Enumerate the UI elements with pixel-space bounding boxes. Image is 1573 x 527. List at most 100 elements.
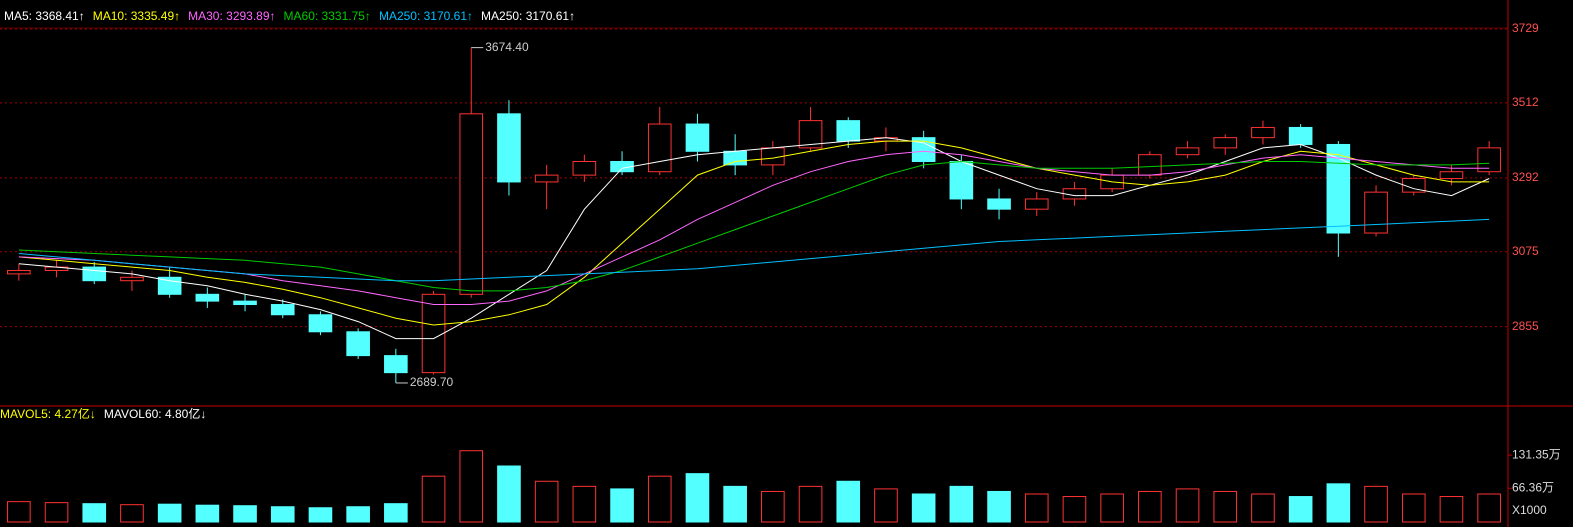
legend-entry: MA30: 3293.89↑: [188, 9, 275, 23]
candle-body: [497, 113, 521, 183]
y-tick-label: 131.35万: [1512, 447, 1561, 461]
volume-bar: [761, 490, 785, 523]
y-tick-label: 2855: [1512, 319, 1539, 333]
candle-body: [572, 160, 597, 176]
volume-bar: [572, 485, 597, 523]
volume-bar: [1100, 493, 1124, 523]
volume-bar: [1439, 496, 1464, 523]
candle-body: [459, 113, 484, 295]
y-tick-label: 3729: [1512, 21, 1539, 35]
candle-body: [798, 120, 823, 149]
candle-body: [1138, 154, 1162, 176]
volume-bar: [1326, 483, 1351, 523]
volume-bar: [1401, 493, 1426, 523]
ma-line: [18, 137, 1490, 340]
candle-body: [7, 269, 31, 275]
y-tick-label: 3512: [1512, 95, 1539, 109]
volume-bar: [1288, 496, 1313, 523]
candle-body: [647, 123, 672, 173]
volume-bar: [1138, 490, 1162, 523]
volume-bar: [308, 507, 333, 523]
candle-body: [1175, 147, 1200, 156]
volume-bar: [7, 501, 31, 523]
volume-bar: [685, 473, 710, 523]
volume-bar: [384, 503, 408, 523]
volume-bar: [346, 506, 370, 523]
candle-body: [1477, 147, 1501, 173]
candle-body: [270, 304, 295, 316]
legend-entry: MA10: 3335.49↑: [93, 9, 180, 23]
candle-body: [384, 355, 408, 374]
unit-note: X1000: [1512, 503, 1547, 517]
volume-bar: [82, 503, 107, 523]
candle-body: [157, 276, 182, 295]
candle-body: [1326, 143, 1351, 234]
candle-body: [421, 293, 446, 374]
legend-entry: MAVOL5: 4.27亿↓: [0, 406, 96, 421]
legend-entry: MAVOL60: 4.80亿↓: [104, 406, 207, 421]
candle-body: [534, 174, 559, 183]
candle-body: [1288, 126, 1313, 145]
ma-line: [18, 150, 1490, 305]
volume-bar: [1024, 493, 1049, 523]
candle-body: [723, 150, 747, 166]
candle-body: [308, 314, 333, 333]
candle-body: [949, 160, 974, 200]
candle-body: [346, 331, 370, 357]
volume-bar: [459, 450, 484, 523]
legend-entry: MA5: 3368.41↑: [4, 9, 85, 23]
candle-body: [836, 120, 861, 142]
volume-bar: [987, 490, 1011, 523]
candle-body: [82, 266, 107, 282]
volume-bar: [1364, 485, 1388, 523]
candle-body: [1364, 191, 1388, 234]
max-label: 3674.40: [485, 40, 529, 54]
candle-body: [233, 300, 257, 306]
volume-bar: [723, 485, 747, 523]
candle-body: [685, 123, 710, 152]
volume-bar: [836, 480, 861, 523]
ma-line: [18, 140, 1490, 326]
volume-bar: [610, 488, 634, 523]
volume-bar: [195, 504, 220, 523]
volume-bar: [534, 480, 559, 523]
volume-bar: [1213, 490, 1238, 523]
candle-body: [1213, 137, 1238, 149]
volume-bar: [1062, 496, 1087, 523]
ma-line: [18, 160, 1490, 292]
legend-entry: MA250: 3170.61↑: [481, 9, 575, 23]
legend-entry: MA250: 3170.61↑: [379, 9, 473, 23]
volume-bar: [157, 503, 182, 523]
volume-bar: [1477, 493, 1501, 523]
candle-body: [987, 198, 1011, 210]
y-tick-label: 3075: [1512, 244, 1539, 258]
volume-bar: [949, 485, 974, 523]
volume-bar: [421, 475, 446, 523]
volume-bar: [874, 488, 898, 523]
volume-bar: [798, 485, 823, 523]
candle-body: [120, 276, 144, 282]
volume-bar: [497, 465, 521, 523]
candle-body: [911, 137, 936, 162]
candle-body: [1251, 126, 1275, 139]
volume-bar: [233, 505, 257, 523]
legend-entry: MA60: 3331.75↑: [284, 9, 371, 23]
volume-bar: [911, 493, 936, 523]
candle-body: [195, 293, 220, 302]
ma-line: [18, 218, 1490, 282]
candle-body: [1024, 198, 1049, 210]
volume-bar: [44, 502, 69, 523]
y-tick-label: 3292: [1512, 170, 1539, 184]
volume-bar: [647, 475, 672, 523]
volume-bar: [120, 504, 144, 523]
volume-bar: [1175, 488, 1200, 523]
volume-bar: [1251, 493, 1275, 523]
min-label: 2689.70: [410, 375, 454, 389]
y-tick-label: 66.36万: [1512, 480, 1554, 494]
candle-body: [1401, 178, 1426, 193]
volume-bar: [270, 506, 295, 523]
candle-body: [1439, 171, 1464, 180]
